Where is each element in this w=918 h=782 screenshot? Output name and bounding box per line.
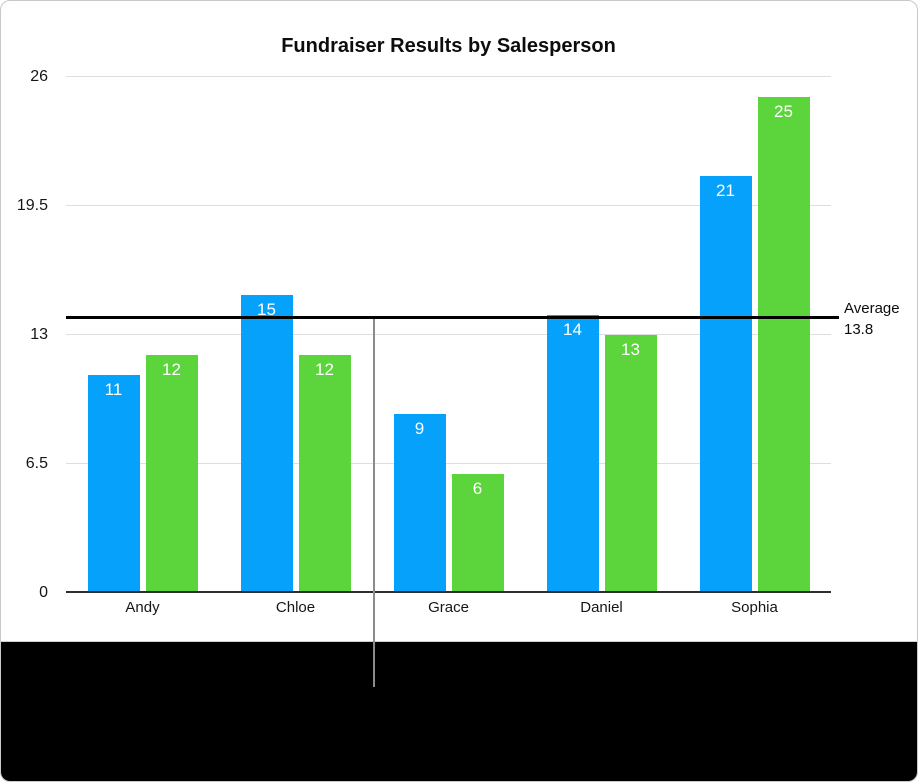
- blue-bar-daniel: 14: [546, 315, 599, 593]
- category-label-chloe: Chloe: [275, 599, 316, 616]
- average-value-text: 13.8: [844, 321, 874, 339]
- y-axis-tick-labels: 26 19.5 13 6.5 0: [1, 68, 48, 601]
- green-bar-chloe: 12: [298, 354, 351, 593]
- gridline: [66, 76, 831, 77]
- blue-bar-andy: 11: [87, 374, 140, 593]
- blue-bar-sophia: 21: [699, 176, 752, 593]
- average-line-label: Average 13.8: [844, 298, 900, 340]
- bar-group-daniel: 14 13: [525, 77, 678, 593]
- bar-group-sophia: 21 25: [678, 77, 831, 593]
- bar-value-label: 9: [414, 419, 425, 439]
- bar-group-chloe: 15 12: [219, 77, 372, 593]
- bar-value-label: 6: [472, 478, 483, 498]
- callout-pointer-line: [373, 319, 375, 687]
- bar-value-label: 25: [774, 101, 793, 121]
- caption-band: [1, 642, 917, 781]
- bar-series-layer: 11 12 15 12 9 6 14 13 21 25: [66, 77, 831, 593]
- bar-value-label: 11: [104, 379, 123, 399]
- y-tick-label: 0: [39, 584, 48, 601]
- caption-band-divider: [1, 641, 917, 642]
- bar-group-andy: 11 12: [66, 77, 219, 593]
- bar-value-label: 12: [162, 359, 181, 379]
- x-axis-line: [66, 591, 831, 593]
- chart-title: Fundraiser Results by Salesperson: [281, 35, 616, 57]
- category-label-grace: Grace: [428, 599, 469, 616]
- green-bar-grace: 6: [451, 473, 504, 593]
- green-bar-daniel: 13: [604, 335, 657, 593]
- gridline: [66, 334, 831, 335]
- green-bar-sophia: 25: [757, 96, 810, 593]
- category-label-sophia: Sophia: [731, 599, 778, 616]
- blue-bar-grace: 9: [393, 414, 446, 593]
- average-label-text: Average: [844, 300, 900, 318]
- bar-value-label: 13: [621, 340, 640, 359]
- plot-area: 11 12 15 12 9 6 14 13 21 25 Average 13.8: [66, 76, 900, 593]
- gridline: [66, 463, 831, 464]
- y-tick-label: 6.5: [25, 455, 48, 472]
- bar-value-label: 12: [315, 359, 334, 379]
- gridline: [66, 205, 831, 206]
- bar-value-label: 15: [257, 300, 276, 320]
- x-axis-category-labels: Andy Chloe Grace Daniel Sophia: [66, 599, 831, 616]
- bar-value-label: 21: [716, 181, 735, 201]
- bar-value-label: 14: [563, 320, 582, 340]
- category-label-daniel: Daniel: [580, 599, 623, 616]
- y-tick-label: 13: [30, 326, 48, 343]
- y-tick-label: 19.5: [16, 197, 48, 214]
- green-bar-andy: 12: [145, 354, 198, 593]
- blue-bar-chloe: 15: [240, 295, 293, 593]
- average-reference-line: [66, 316, 839, 320]
- y-tick-label: 26: [30, 68, 48, 85]
- category-label-andy: Andy: [125, 599, 160, 616]
